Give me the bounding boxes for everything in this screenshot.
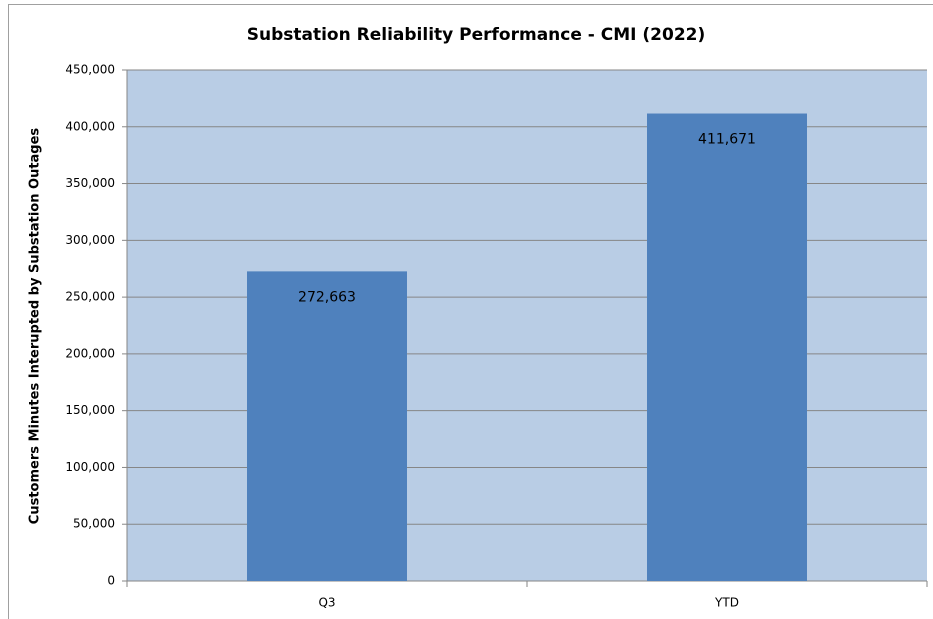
y-tick-label: 250,000 <box>65 290 115 304</box>
y-tick-label: 350,000 <box>65 176 115 190</box>
y-tick-label: 150,000 <box>65 403 115 417</box>
data-label: 411,671 <box>698 132 756 148</box>
y-tick-label: 100,000 <box>65 460 115 474</box>
y-tick-label: 50,000 <box>73 517 115 531</box>
bar <box>647 113 807 581</box>
bar <box>247 271 407 581</box>
data-label: 272,663 <box>298 289 356 305</box>
y-tick-label: 400,000 <box>65 119 115 133</box>
y-tick-label: 300,000 <box>65 233 115 247</box>
chart-title: Substation Reliability Performance - CMI… <box>247 25 706 45</box>
x-tick-label: YTD <box>714 596 739 610</box>
x-tick-label: Q3 <box>318 596 335 610</box>
y-tick-label: 200,000 <box>65 346 115 360</box>
y-tick-label: 0 <box>107 574 115 588</box>
y-tick-label: 450,000 <box>65 63 115 77</box>
y-axis-label: Customers Minutes Interupted by Substati… <box>28 128 43 525</box>
